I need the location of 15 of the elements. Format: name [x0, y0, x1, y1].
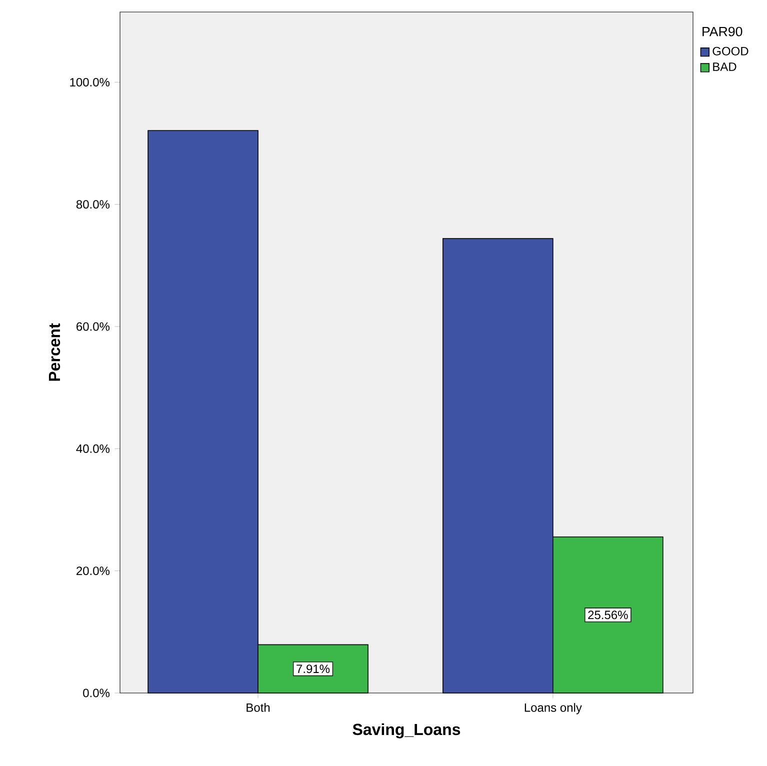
x-tick-label: Both	[246, 703, 270, 712]
y-tick-label: 80.0%	[76, 200, 110, 209]
y-tick-label: 40.0%	[76, 444, 110, 453]
data-label: 7.91%	[296, 664, 330, 674]
y-tick-label: 100.0%	[70, 78, 110, 86]
legend-title: PAR90	[702, 26, 742, 36]
y-tick-label: 0.0%	[83, 688, 110, 698]
x-tick-label: Loans only	[524, 703, 582, 714]
data-label: 25.56%	[588, 610, 628, 620]
x-axis-title: Saving_Loans	[352, 723, 460, 738]
y-tick-label: 60.0%	[76, 322, 110, 331]
legend-label: BAD	[713, 62, 736, 71]
y-axis-title: Percent	[48, 323, 60, 381]
legend-label: GOOD	[712, 46, 748, 56]
y-tick-label: 20.0%	[76, 566, 110, 576]
